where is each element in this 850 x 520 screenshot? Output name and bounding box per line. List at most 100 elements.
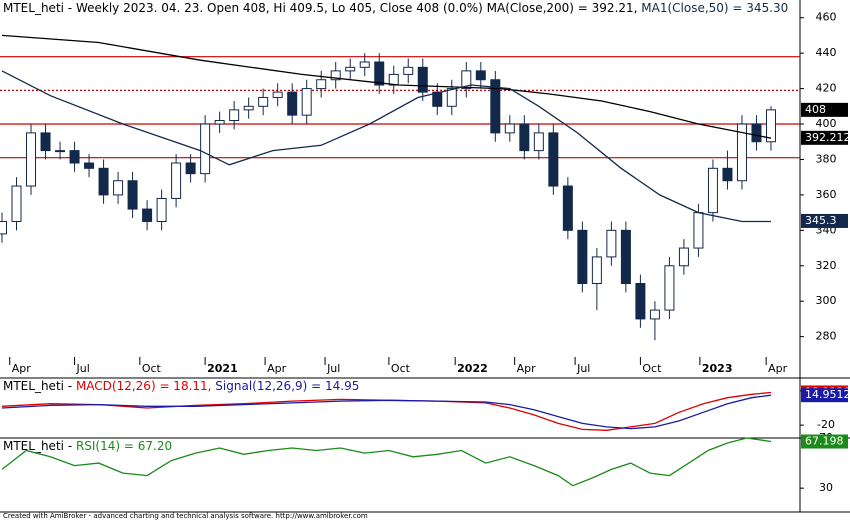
candle-body: [374, 61, 385, 86]
candle-body: [432, 91, 443, 107]
candle-body: [548, 132, 559, 187]
x-tick-label: Jul: [76, 362, 90, 375]
candle-body: [403, 66, 414, 75]
y-tick-label: -20: [817, 418, 835, 431]
candle-body: [185, 162, 196, 175]
candle-body: [519, 123, 530, 152]
candle-body: [736, 123, 747, 182]
candle-body: [55, 150, 66, 153]
candle-body: [229, 109, 240, 121]
candle-body: [751, 123, 762, 143]
candle-body: [606, 229, 617, 258]
series-line: [1, 34, 772, 139]
y-tick-label: 460: [816, 11, 837, 24]
y-tick-label: 280: [816, 330, 837, 343]
legend-entry: MTEL_heti -: [3, 439, 76, 453]
legend-entry: MTEL_heti -: [3, 379, 76, 393]
candle-body: [243, 105, 254, 111]
candle-body: [664, 265, 675, 311]
value-tag-label: 392.212: [805, 131, 850, 144]
value-tag-label: 345.3: [805, 214, 837, 227]
footer: Created with AmiBroker - advanced charti…: [3, 512, 368, 520]
legend-entry: Signal(12,26,9) = 14.95: [215, 379, 359, 393]
series-line: [1, 70, 771, 223]
value-tag: [801, 213, 848, 228]
candle-body: [461, 70, 472, 90]
candle-body: [127, 180, 138, 210]
y-tick-label: 380: [816, 152, 837, 165]
x-tick-label: Apr: [768, 362, 788, 375]
candle-body: [142, 208, 153, 222]
value-tag-label: 14.9512: [805, 388, 850, 401]
value-tag-label: 67.198: [805, 435, 844, 448]
x-tick-label: Oct: [142, 362, 162, 375]
value-tag: [801, 388, 848, 403]
x-tick-label: Jul: [326, 362, 340, 375]
candle-body: [272, 91, 283, 98]
candle-body: [69, 150, 80, 164]
candle-body: [591, 256, 602, 284]
x-tick-label: 2022: [457, 362, 488, 375]
series-line: [1, 437, 772, 487]
y-tick-label: 400: [816, 117, 837, 130]
panel-header: MTEL_heti - MACD(12,26) = 18.11, Signal(…: [3, 379, 359, 393]
candle-body: [258, 96, 269, 107]
candle-body: [620, 229, 631, 284]
candle-body: [214, 119, 225, 125]
candle-body: [707, 167, 718, 214]
candle-body: [533, 132, 544, 152]
candle-body: [446, 88, 457, 107]
candle-body: [388, 73, 399, 86]
x-tick-label: Apr: [517, 362, 537, 375]
candle-body: [504, 123, 515, 134]
x-tick-label: Apr: [267, 362, 287, 375]
x-tick-label: Apr: [12, 362, 32, 375]
legend-entry: MA1(Close,50) = 345.30: [641, 1, 788, 15]
candle-body: [40, 132, 51, 152]
legend-entry: MA(Close,200) = 392.21,: [487, 1, 642, 15]
candle-body: [316, 79, 327, 90]
series-line: [1, 394, 772, 430]
x-tick-label: Oct: [391, 362, 411, 375]
candle-body: [0, 220, 7, 235]
candle-body: [359, 61, 370, 68]
y-tick-label: 320: [816, 259, 837, 272]
candle-body: [417, 66, 428, 93]
value-tag-label: 408: [805, 103, 826, 116]
candle-body: [98, 167, 109, 196]
candle-body: [765, 109, 776, 143]
candle-body: [287, 91, 298, 116]
x-tick-label: Jul: [576, 362, 590, 375]
candle-body: [84, 162, 95, 169]
legend-entry: MTEL_heti - Weekly 2023. 04. 23. Open 40…: [3, 1, 487, 15]
value-tag: [801, 130, 848, 145]
candle-body: [649, 309, 660, 320]
panel-header: MTEL_heti - RSI(14) = 67.20: [3, 439, 172, 453]
value-tag: [801, 102, 848, 117]
candle-body: [693, 212, 704, 249]
candle-body: [722, 167, 733, 182]
y-tick-label: 420: [816, 82, 837, 95]
y-tick-label: 440: [816, 46, 837, 59]
candle-body: [301, 88, 312, 116]
candle-body: [475, 70, 486, 81]
y-tick-label: 360: [816, 188, 837, 201]
candle-body: [200, 123, 211, 175]
x-tick-label: Oct: [642, 362, 662, 375]
candle-body: [490, 79, 501, 134]
panel-header: MTEL_heti - Weekly 2023. 04. 23. Open 40…: [3, 1, 788, 15]
x-tick-label: 2023: [702, 362, 733, 375]
legend-entry: RSI(14) = 67.20: [76, 439, 172, 453]
candle-body: [113, 180, 124, 196]
candle-body: [635, 282, 646, 320]
candle-body: [171, 162, 182, 199]
candle-body: [330, 70, 341, 81]
candle-body: [562, 185, 573, 231]
x-tick-label: 2021: [207, 362, 238, 375]
y-tick-label: 30: [819, 481, 833, 494]
value-tag: [801, 434, 848, 449]
legend-entry: MACD(12,26) = 18.11,: [76, 379, 215, 393]
candle-body: [678, 247, 689, 267]
candle-body: [156, 197, 167, 222]
